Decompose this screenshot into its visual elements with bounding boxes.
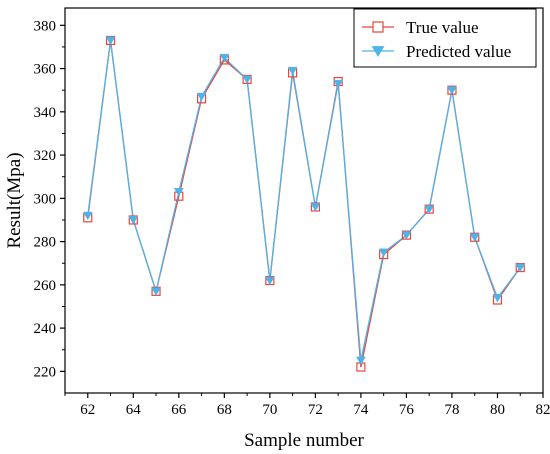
x-tick-label-80: 80 bbox=[490, 402, 505, 418]
y-tick-label-300: 300 bbox=[34, 191, 57, 207]
y-tick-label-260: 260 bbox=[34, 278, 57, 294]
x-tick-label-62: 62 bbox=[80, 402, 95, 418]
point-predicted-value-76 bbox=[401, 231, 412, 240]
legend-label-true-value: True value bbox=[406, 18, 479, 37]
point-predicted-value-75 bbox=[378, 248, 389, 257]
y-tick-label-220: 220 bbox=[34, 364, 57, 380]
point-predicted-value-70 bbox=[264, 276, 275, 286]
y-tick-label-320: 320 bbox=[34, 148, 57, 164]
x-axis-title: Sample number bbox=[244, 430, 364, 451]
plot-area bbox=[82, 35, 526, 372]
point-predicted-value-69 bbox=[242, 75, 253, 84]
point-predicted-value-77 bbox=[424, 205, 435, 214]
y-tick-label-340: 340 bbox=[34, 105, 57, 121]
x-tick-label-76: 76 bbox=[399, 402, 415, 418]
x-tick-label-78: 78 bbox=[444, 402, 459, 418]
point-predicted-value-65 bbox=[151, 287, 161, 296]
legend-label-predicted-value: Predicted value bbox=[406, 42, 511, 61]
axes: 62 64 66 68 70 72 74 76 78 80 82 220 240 260 280 300 320… bbox=[34, 7, 550, 418]
legend: True value Predicted value bbox=[353, 8, 537, 68]
x-tick-label-66: 66 bbox=[171, 402, 187, 418]
point-predicted-value-73 bbox=[333, 79, 344, 89]
point-predicted-value-80 bbox=[492, 293, 503, 303]
point-predicted-value-62 bbox=[82, 211, 93, 221]
x-tick-label-68: 68 bbox=[217, 402, 232, 418]
y-tick-label-380: 380 bbox=[34, 18, 57, 34]
x-tick-label-82: 82 bbox=[536, 402, 550, 418]
y-tick-label-280: 280 bbox=[34, 235, 57, 251]
legend-item-true-value: True value bbox=[362, 18, 479, 37]
point-predicted-value-64 bbox=[128, 216, 139, 225]
y-tick-label-240: 240 bbox=[34, 321, 57, 337]
point-predicted-value-72 bbox=[310, 203, 321, 212]
x-tick-label-72: 72 bbox=[308, 402, 323, 418]
series-line-predicted-value bbox=[87, 40, 521, 361]
y-axis-title: Result(Mpa) bbox=[4, 152, 25, 248]
plot-frame bbox=[64, 7, 544, 394]
legend-marker-predicted-value bbox=[371, 46, 385, 57]
point-predicted-value-66 bbox=[173, 187, 184, 197]
point-predicted-value-68 bbox=[219, 53, 230, 63]
point-predicted-value-78 bbox=[447, 86, 457, 95]
legend-item-predicted-value: Predicted value bbox=[362, 42, 511, 61]
x-tick-label-70: 70 bbox=[262, 402, 277, 418]
point-predicted-value-81 bbox=[515, 263, 526, 273]
y-tick-label-360: 360 bbox=[34, 62, 57, 78]
point-predicted-value-74 bbox=[355, 356, 366, 366]
point-predicted-value-71 bbox=[287, 66, 298, 76]
x-tick-label-74: 74 bbox=[353, 402, 369, 418]
legend-marker-true-value bbox=[372, 21, 384, 33]
legend-box bbox=[353, 8, 537, 68]
point-predicted-value-63 bbox=[105, 36, 116, 45]
point-predicted-value-79 bbox=[469, 233, 480, 242]
x-tick-label-64: 64 bbox=[126, 402, 142, 418]
point-predicted-value-67 bbox=[196, 92, 207, 102]
